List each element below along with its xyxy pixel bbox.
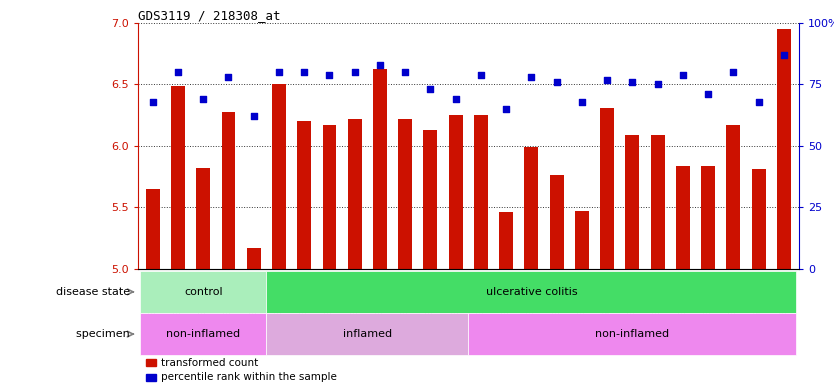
Bar xyxy=(373,68,387,269)
Bar xyxy=(651,135,665,269)
Point xyxy=(600,76,614,83)
Bar xyxy=(342,23,367,269)
Bar xyxy=(721,23,746,269)
Bar xyxy=(771,23,796,269)
Bar xyxy=(449,115,463,269)
Bar xyxy=(196,168,210,269)
Bar xyxy=(216,23,241,269)
Point xyxy=(424,86,437,93)
Point xyxy=(475,71,488,78)
Bar xyxy=(424,130,437,269)
Bar xyxy=(443,23,469,269)
Bar xyxy=(626,135,640,269)
Text: non-inflamed: non-inflamed xyxy=(595,329,670,339)
Point xyxy=(323,71,336,78)
Point xyxy=(701,91,715,98)
Bar xyxy=(519,23,544,269)
Bar xyxy=(140,271,266,313)
Point xyxy=(777,52,791,58)
Point xyxy=(525,74,538,80)
Bar xyxy=(418,23,443,269)
Bar xyxy=(671,23,696,269)
Bar xyxy=(701,166,715,269)
Point xyxy=(374,62,387,68)
Text: ulcerative colitis: ulcerative colitis xyxy=(485,287,577,297)
Bar xyxy=(191,23,216,269)
Bar xyxy=(575,211,589,269)
Bar xyxy=(266,313,468,355)
Text: GDS3119 / 218308_at: GDS3119 / 218308_at xyxy=(138,9,280,22)
Bar xyxy=(165,23,191,269)
Bar xyxy=(266,271,796,313)
Bar xyxy=(500,212,513,269)
Point xyxy=(247,113,260,119)
Point xyxy=(222,74,235,80)
Text: transformed count: transformed count xyxy=(161,358,259,368)
Point xyxy=(550,79,563,85)
Bar xyxy=(292,23,317,269)
Bar xyxy=(266,23,292,269)
Bar xyxy=(570,23,595,269)
Bar xyxy=(474,115,488,269)
Point xyxy=(626,79,639,85)
Bar xyxy=(746,23,771,269)
Point xyxy=(651,81,665,88)
Text: inflamed: inflamed xyxy=(343,329,392,339)
Bar xyxy=(751,169,766,269)
Bar xyxy=(247,248,261,269)
Point xyxy=(449,96,462,102)
Point xyxy=(399,69,412,75)
Bar xyxy=(393,23,418,269)
Bar xyxy=(399,119,412,269)
Text: specimen: specimen xyxy=(76,329,133,339)
Bar xyxy=(323,125,336,269)
Bar xyxy=(146,189,159,269)
Bar xyxy=(468,313,796,355)
Bar xyxy=(645,23,671,269)
Bar xyxy=(726,125,741,269)
Point xyxy=(726,69,740,75)
Bar xyxy=(595,23,620,269)
Bar xyxy=(272,84,286,269)
Bar xyxy=(550,175,564,269)
Bar xyxy=(171,86,185,269)
Bar xyxy=(600,108,614,269)
Point xyxy=(272,69,285,75)
Bar xyxy=(241,23,266,269)
Text: non-inflamed: non-inflamed xyxy=(166,329,240,339)
Bar xyxy=(468,23,494,269)
Point xyxy=(500,106,513,112)
Text: disease state: disease state xyxy=(56,287,133,297)
Bar xyxy=(297,121,311,269)
Bar xyxy=(777,29,791,269)
Bar xyxy=(544,23,570,269)
Point xyxy=(348,69,361,75)
Bar xyxy=(317,23,342,269)
Bar xyxy=(525,147,538,269)
Bar xyxy=(494,23,519,269)
Bar xyxy=(367,23,393,269)
Point xyxy=(197,96,210,102)
Point xyxy=(171,69,184,75)
Bar xyxy=(676,166,690,269)
Point xyxy=(752,99,766,105)
Point xyxy=(575,99,589,105)
Bar xyxy=(140,313,266,355)
Point xyxy=(146,99,159,105)
Bar xyxy=(140,23,165,269)
Point xyxy=(298,69,311,75)
Bar xyxy=(620,23,645,269)
Bar xyxy=(222,111,235,269)
Text: control: control xyxy=(184,287,223,297)
Bar xyxy=(348,119,362,269)
Bar xyxy=(696,23,721,269)
Point xyxy=(676,71,690,78)
Text: percentile rank within the sample: percentile rank within the sample xyxy=(161,372,337,382)
